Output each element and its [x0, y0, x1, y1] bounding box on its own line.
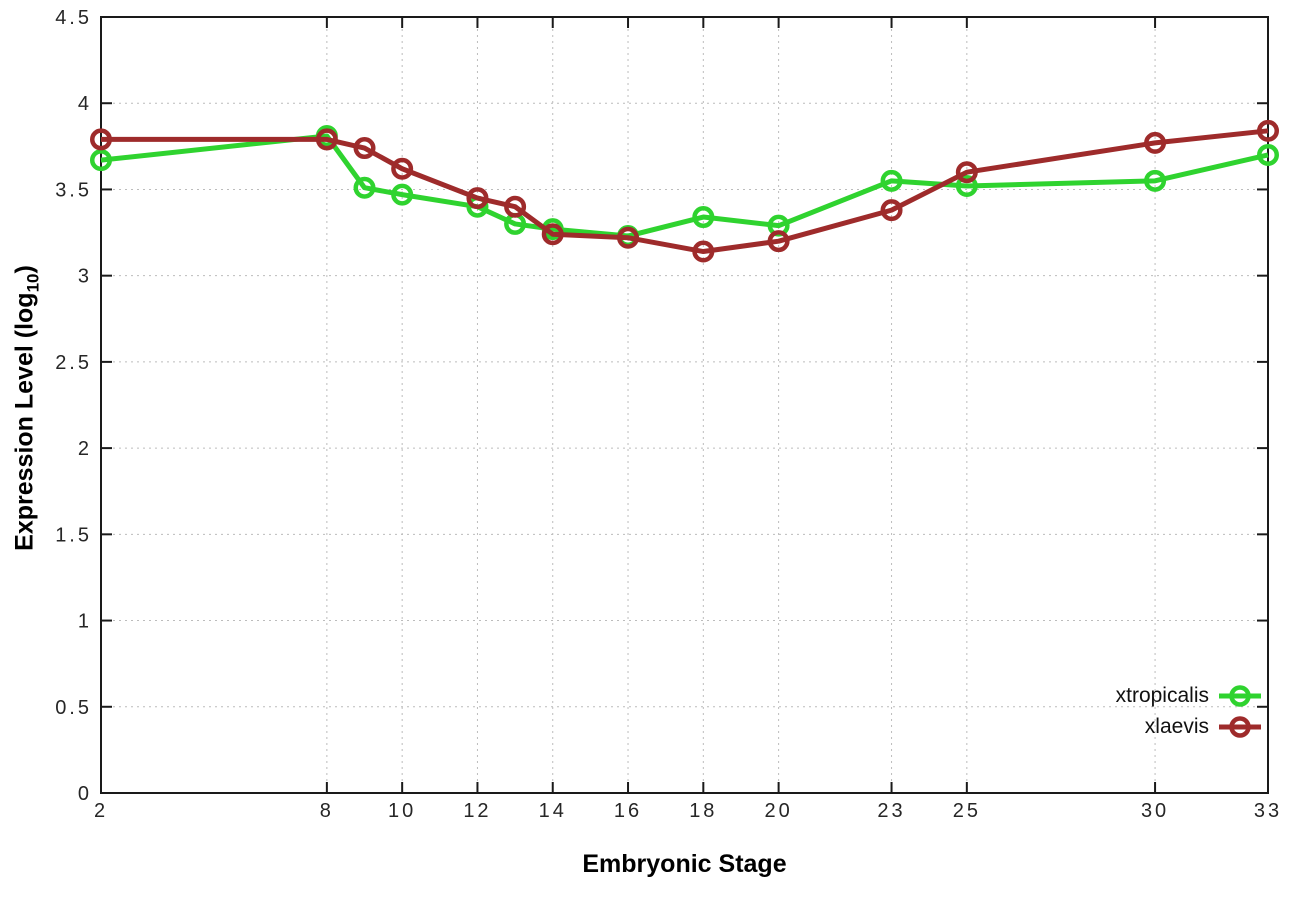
- data-point-xtropicalis: [955, 174, 978, 197]
- x-tick-label: 16: [614, 800, 642, 822]
- data-point-xlaevis: [466, 187, 489, 210]
- data-point-xlaevis: [353, 137, 376, 160]
- y-tick-label: 1.5: [55, 524, 92, 546]
- series-line-xtropicalis: [100, 133, 1269, 239]
- legend-row-xlaevis: xlaevis: [1116, 715, 1262, 739]
- x-axis-title: Embryonic Stage: [582, 850, 787, 878]
- data-point-xlaevis: [504, 195, 527, 218]
- data-point-xlaevis: [391, 157, 414, 180]
- data-point-xlaevis: [541, 223, 564, 246]
- legend-marker: [1219, 685, 1261, 707]
- x-tick-label: 2: [94, 800, 108, 822]
- x-tick-label: 25: [953, 800, 981, 822]
- y-tick-label: 1: [78, 611, 92, 633]
- y-tick-label: 0.5: [55, 697, 92, 719]
- data-point-xlaevis: [880, 199, 903, 222]
- x-tick-label: 10: [388, 800, 416, 822]
- data-point-xtropicalis: [1257, 143, 1279, 166]
- data-point-xlaevis: [767, 230, 790, 253]
- x-tick-label: 12: [463, 800, 491, 822]
- data-point-xlaevis: [617, 226, 640, 249]
- x-tick-label: 18: [689, 800, 717, 822]
- plot-border: [100, 16, 1269, 794]
- y-axis-title-prefix: Expression Level (log: [10, 292, 39, 551]
- data-point-xlaevis: [90, 128, 112, 151]
- y-tick-label: 4.5: [55, 7, 92, 29]
- data-point-xtropicalis: [353, 176, 376, 199]
- y-axis-title-subscript: 10: [23, 273, 43, 293]
- y-axis-title-suffix: ): [10, 265, 39, 274]
- data-point-xlaevis: [1257, 119, 1279, 142]
- y-tick-label: 2.5: [55, 352, 92, 374]
- y-tick-label: 0: [78, 783, 92, 805]
- y-tick-label: 2: [78, 438, 92, 460]
- legend-marker: [1219, 716, 1261, 738]
- series-line-xlaevis: [101, 128, 1269, 255]
- y-tick-label: 4: [78, 93, 92, 115]
- legend-label-xlaevis: xlaevis: [1144, 715, 1209, 738]
- legend-label-xtropicalis: xtropicalis: [1115, 684, 1209, 707]
- x-tick-label: 23: [877, 800, 905, 822]
- data-point-xlaevis: [692, 240, 715, 263]
- data-point-xtropicalis: [391, 183, 414, 206]
- legend-row-xtropicalis: xtropicalis: [1116, 684, 1262, 708]
- data-point-xtropicalis: [1144, 169, 1167, 192]
- legend: xtropicalis xlaevis: [1116, 684, 1262, 739]
- data-point-xtropicalis: [692, 206, 715, 229]
- legend-marker-circle: [1229, 716, 1251, 738]
- x-tick-label: 8: [320, 800, 334, 822]
- data-point-xlaevis: [1144, 131, 1167, 154]
- data-point-xlaevis: [955, 161, 978, 184]
- y-tick-label: 3: [78, 266, 92, 288]
- x-tick-label: 20: [764, 800, 792, 822]
- x-tick-label: 30: [1141, 800, 1169, 822]
- data-point-xtropicalis: [880, 169, 903, 192]
- data-point-xlaevis: [315, 128, 338, 151]
- x-tick-label: 33: [1254, 800, 1282, 822]
- legend-marker-circle: [1229, 685, 1251, 707]
- y-tick-label: 3.5: [55, 179, 92, 201]
- data-point-xtropicalis: [90, 149, 112, 172]
- y-axis-title: Expression Level (log10): [11, 265, 44, 551]
- x-tick-label: 14: [539, 800, 567, 822]
